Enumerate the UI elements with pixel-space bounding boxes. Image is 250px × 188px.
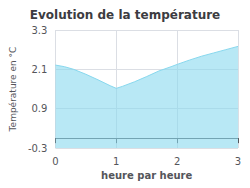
svg-text:2: 2 <box>174 156 180 167</box>
svg-text:0.9: 0.9 <box>32 103 48 114</box>
svg-text:Evolution de la température: Evolution de la température <box>30 8 221 22</box>
svg-text:2.1: 2.1 <box>32 64 48 75</box>
svg-text:3.3: 3.3 <box>32 25 48 36</box>
svg-text:Température en °C: Température en °C <box>8 47 18 133</box>
svg-text:1: 1 <box>113 156 119 167</box>
svg-text:heure par heure: heure par heure <box>101 170 192 181</box>
svg-text:3: 3 <box>235 156 241 167</box>
svg-text:-0.3: -0.3 <box>28 143 48 154</box>
svg-text:0: 0 <box>52 156 58 167</box>
